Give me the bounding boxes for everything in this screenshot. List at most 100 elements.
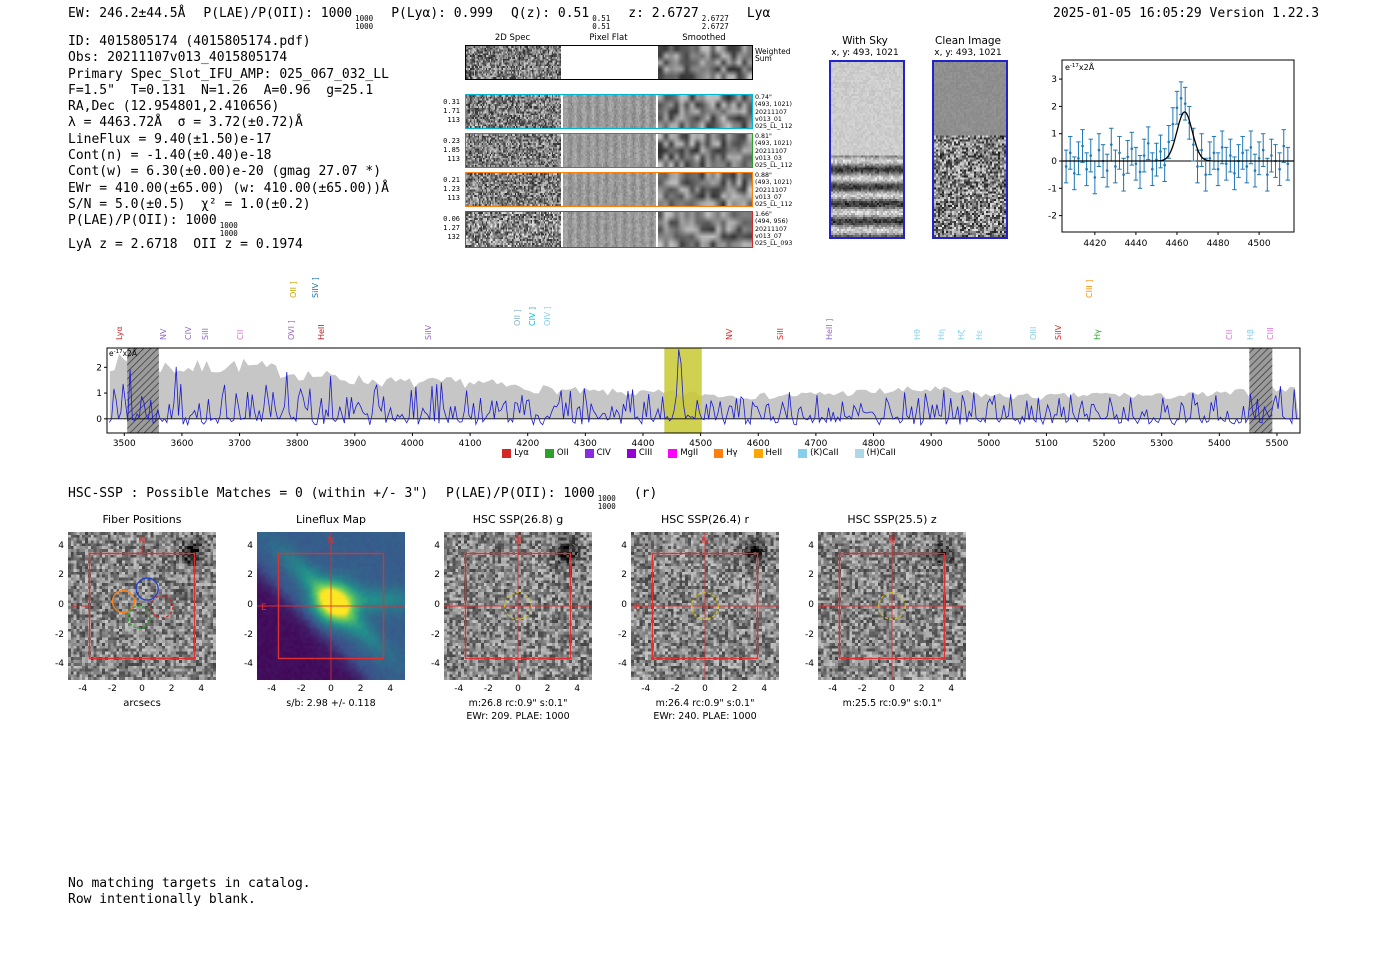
svg-text:4500: 4500 bbox=[1248, 239, 1271, 249]
spec2d-row bbox=[465, 45, 753, 80]
spectral-line-label: SiIV bbox=[1053, 324, 1063, 340]
legend-item: CIII bbox=[626, 448, 653, 458]
spectral-line-label: OIII bbox=[1028, 326, 1038, 340]
legend-item: Hγ bbox=[714, 448, 738, 458]
catalog-object-circle bbox=[556, 542, 578, 564]
spec2d-image bbox=[466, 173, 561, 206]
spectral-line-label: SiIV bbox=[424, 324, 434, 340]
legend-item: (K)CaII bbox=[798, 448, 839, 458]
left-label: 113 bbox=[447, 194, 460, 202]
svg-text:-1: -1 bbox=[1048, 184, 1057, 194]
axis-tick-label: -4 bbox=[244, 659, 253, 670]
annotation-line: 20211107 bbox=[755, 147, 788, 155]
axis-tick-label: 2 bbox=[434, 570, 440, 581]
axis-tick-label: 2 bbox=[808, 570, 814, 581]
annotation-line: 025_LL_112 bbox=[755, 201, 793, 209]
spectral-line-label: CIII ] bbox=[1084, 279, 1094, 298]
svg-text:5400: 5400 bbox=[1208, 439, 1231, 449]
info-line-text: LyA z = 2.6718 OII z = 0.1974 bbox=[68, 237, 303, 253]
axis-tick-label: 0 bbox=[621, 600, 627, 610]
axis-tick-label: 4 bbox=[761, 684, 768, 694]
compass-north-label: N bbox=[702, 536, 709, 546]
compass-north-label: N bbox=[328, 536, 335, 546]
info-line-text: S/N = 5.0(±0.5) χ² = 1.0(±0.2) bbox=[68, 196, 311, 212]
spec2d-row-left-labels: 0.31 1.71 113 bbox=[438, 98, 460, 125]
fiber-circle bbox=[127, 605, 151, 629]
axis-tick-label: -4 bbox=[454, 684, 464, 694]
withsky-image-frame bbox=[829, 60, 905, 239]
clean-title: Clean Image bbox=[934, 35, 1002, 47]
spectral-line-label: OIV ] bbox=[542, 306, 552, 326]
timestamp-version: 2025-01-05 16:05:29 Version 1.22.3 bbox=[1053, 6, 1320, 21]
withsky-title: With Sky bbox=[842, 35, 888, 47]
spectral-line-label: HeII bbox=[317, 324, 326, 340]
spectral-line-label: OII ] bbox=[513, 309, 522, 326]
info-line-text: Cont(n) = -1.40(±0.40)e-18 bbox=[68, 148, 272, 164]
left-label: 0.21 bbox=[443, 176, 460, 184]
left-label: 1.71 bbox=[443, 107, 460, 115]
axis-tick-label: -2 bbox=[296, 684, 306, 694]
stacked-fraction: 1000 1000 bbox=[355, 15, 373, 30]
spec2d-row-annotation: 0.81" (493, 1021) 20211107 v013_03 025_LL_11… bbox=[755, 133, 799, 169]
axis-tick-label: -4 bbox=[55, 659, 64, 670]
aperture-circle bbox=[691, 592, 719, 620]
info-line-text: F=1.5" T=0.131 N=1.26 A=0.96 g=25.1 bbox=[68, 82, 374, 98]
compass-east-label: E bbox=[635, 603, 641, 613]
legend-label: CIII bbox=[638, 448, 653, 458]
axis-tick-label: 2 bbox=[168, 684, 175, 694]
svg-text:4440: 4440 bbox=[1124, 239, 1147, 249]
legend-label: (H)CaII bbox=[866, 448, 896, 458]
full-spectrum-chart: 3500 3600 3700 3800 3900 4000 4100 4200 4300 4400… bbox=[96, 347, 1301, 449]
footer-line-1: No matching targets in catalog. bbox=[68, 876, 311, 891]
info-line-text: Primary Spec_Slot_IFU_AMP: 025_067_032_L… bbox=[68, 66, 389, 82]
axis-tick-label: 0 bbox=[515, 684, 521, 694]
annotation-line: v013_03 bbox=[755, 154, 782, 162]
withsky-image bbox=[831, 62, 903, 237]
col-header-smoothed: Smoothed bbox=[682, 33, 726, 43]
axis-tick-label: -4 bbox=[805, 659, 814, 670]
pixelflat-image bbox=[563, 134, 656, 167]
compass-north-label: N bbox=[139, 536, 146, 546]
info-line: ID: 4015805174 (4015805174.pdf) bbox=[68, 34, 389, 50]
annotation-line: (493, 1021) bbox=[755, 101, 792, 109]
info-line: RA,Dec (12.954801,2.410656) bbox=[68, 99, 389, 115]
cutout-caption: m:26.8 rc:0.9" s:0.1" bbox=[468, 698, 568, 709]
legend-swatch bbox=[502, 448, 512, 458]
fiber-circle bbox=[111, 589, 136, 614]
spectral-line-label: Lyα bbox=[115, 326, 125, 340]
frac-bottom: 2.6727 bbox=[701, 21, 729, 31]
left-label: 1.23 bbox=[443, 185, 460, 193]
annotation-line: v013_07 bbox=[755, 232, 782, 240]
legend-label: (K)CaII bbox=[810, 448, 839, 458]
legend-swatch bbox=[854, 448, 864, 458]
legend-item: CIV bbox=[584, 448, 611, 458]
svg-text:5300: 5300 bbox=[1150, 439, 1173, 449]
annotation-line: 025_LL_112 bbox=[755, 123, 793, 131]
cutout-title: Lineflux Map bbox=[295, 513, 367, 526]
line-legend: Lyα OII CIV CIII MgII Hγ HeII (K)CaII (H)CaII bbox=[88, 448, 1310, 458]
compass-east-label: E bbox=[72, 603, 78, 613]
svg-text:4700: 4700 bbox=[804, 439, 827, 449]
header-segment: P(LAE)/P(OII): 1000 bbox=[203, 6, 353, 21]
frac-bottom: 1000 bbox=[219, 228, 238, 238]
cutout-title: HSC SSP(26.4) r bbox=[660, 513, 750, 526]
footer-notes: No matching targets in catalog. Row inte… bbox=[68, 876, 311, 907]
svg-text:1: 1 bbox=[96, 389, 102, 399]
spectral-line-labels: Lyα NV CIV SiII CII OVI ] OII ] SiIV ] HeII SiIV O… bbox=[88, 266, 1310, 340]
cutout-overlay: NE bbox=[631, 532, 779, 680]
spectral-line-label: SiII bbox=[200, 327, 210, 340]
annotation-line: 0.74" bbox=[755, 94, 772, 101]
annotation-line: 0.88" bbox=[755, 172, 772, 179]
smoothed-image bbox=[658, 46, 752, 79]
cutout-title: Fiber Positions bbox=[102, 513, 182, 526]
detection-info-block: ID: 4015805174 (4015805174.pdf) Obs: 2021… bbox=[68, 34, 389, 254]
annotation-line: 20211107 bbox=[755, 186, 788, 194]
stacked-fraction: 2.6727 2.6727 bbox=[702, 15, 729, 30]
spectral-line-label: CII bbox=[236, 329, 246, 340]
axis-tick-label: -2 bbox=[618, 629, 627, 640]
spectral-line-label: Hε bbox=[975, 329, 985, 340]
frac-top: 1000 bbox=[219, 221, 238, 231]
spec2d-row-annotation: 0.74" (493, 1021) 20211107 v013_01 025_LL_11… bbox=[755, 94, 799, 130]
svg-text:5100: 5100 bbox=[1035, 439, 1058, 449]
